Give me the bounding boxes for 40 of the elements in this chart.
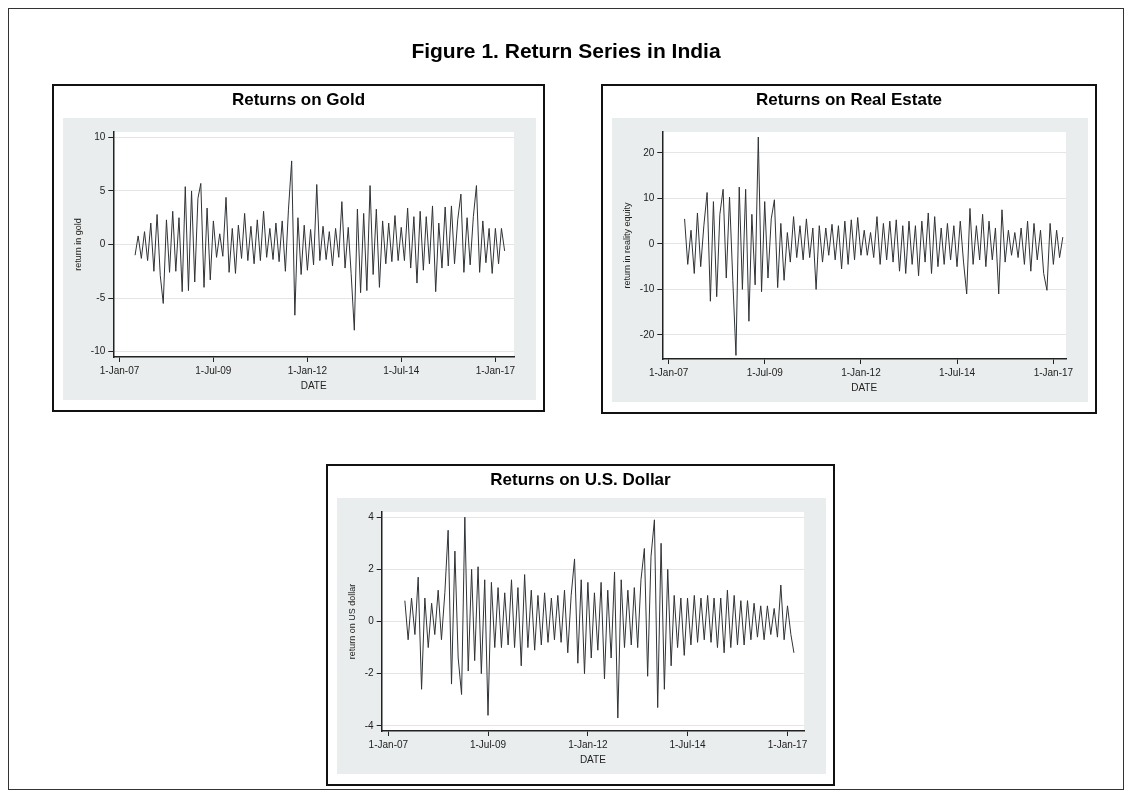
x-tick-label: 1-Jan-12: [287, 364, 328, 376]
y-tick-label: 0: [99, 238, 106, 250]
x-axis-title: DATE: [300, 379, 327, 391]
x-tick-label: 1-Jul-09: [195, 364, 232, 376]
y-tick-label: 20: [643, 146, 655, 158]
x-tick-label: 1-Jul-09: [746, 366, 784, 378]
x-tick-label: 1-Jan-07: [648, 366, 689, 378]
y-tick-label: 2: [368, 563, 375, 575]
text: Figure 1. Return Series in India: [411, 39, 721, 62]
x-axis-title: DATE: [579, 753, 607, 765]
x-tick-label: 1-Jan-12: [841, 366, 882, 378]
x-tick-label: 1-Jan-07: [99, 364, 140, 376]
y-tick-label: -4: [364, 719, 375, 731]
y-tick-label: 10: [643, 192, 655, 204]
x-tick-label: 1-Jul-14: [669, 738, 707, 750]
y-tick-label: 4: [368, 510, 375, 522]
x-tick-label: 1-Jul-09: [469, 738, 507, 750]
y-axis-title: return in gold: [72, 218, 83, 271]
y-tick-label: -20: [639, 328, 655, 340]
x-tick-label: 1-Jan-17: [1033, 366, 1074, 378]
chart-title: Returns on Gold: [230, 90, 367, 111]
y-tick-label: 10: [94, 131, 106, 143]
y-axis-title: return in reality equity: [621, 201, 632, 289]
y-tick-label: 0: [368, 615, 375, 627]
y-tick-label: -2: [364, 667, 375, 679]
x-tick-label: 1-Jan-17: [767, 738, 808, 750]
x-tick-label: 1-Jul-14: [938, 366, 976, 378]
y-axis-title: return on US dollar: [346, 583, 357, 660]
x-tick-label: 1-Jul-14: [383, 364, 420, 376]
y-tick-label: 5: [99, 184, 106, 196]
x-tick-label: 1-Jan-17: [475, 364, 516, 376]
x-axis-title: DATE: [851, 381, 878, 393]
y-tick-label: 0: [648, 237, 655, 249]
x-tick-label: 1-Jan-12: [568, 738, 609, 750]
y-tick-label: -10: [90, 345, 106, 357]
x-tick-label: 1-Jan-07: [368, 738, 409, 750]
y-tick-label: -5: [96, 291, 106, 303]
y-tick-label: -10: [639, 283, 655, 295]
chart-title: Returns on Real Estate: [754, 90, 944, 111]
chart-title: Returns on U.S. Dollar: [489, 470, 672, 491]
